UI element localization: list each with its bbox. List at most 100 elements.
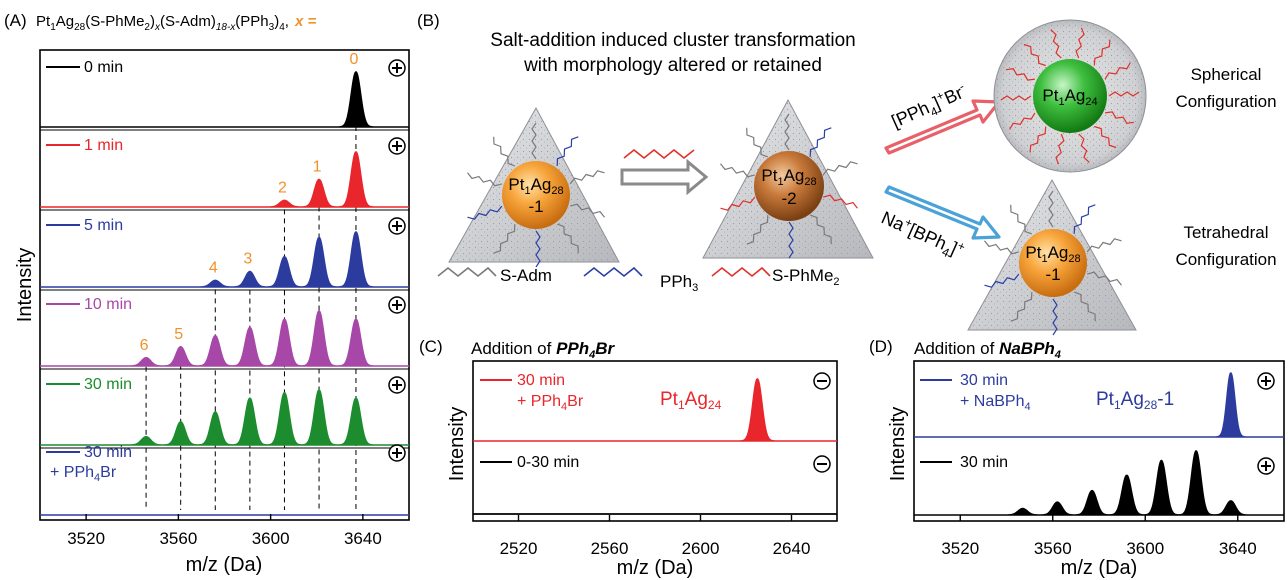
formula-part: )	[274, 13, 279, 30]
ligand-chain	[1052, 298, 1058, 336]
cluster-label-1: Pt1Ag28	[508, 175, 563, 197]
polarity-plus-icon	[388, 137, 406, 155]
ligand-chain	[822, 161, 858, 176]
ligand-chain	[1029, 126, 1047, 153]
polarity-minus-icon	[813, 455, 831, 473]
polarity-plus-icon	[1257, 372, 1275, 390]
d-title-text: Addition of	[914, 339, 999, 358]
panel-b-title-line1: Salt-addition induced cluster transforma…	[490, 30, 855, 51]
series-trace	[914, 450, 1284, 516]
sl-part: Pt	[1042, 86, 1058, 105]
panel-d-y-label: Intensity	[887, 407, 909, 481]
panel-b-title-line2: with morphology altered or retained	[523, 55, 822, 76]
ligand-chain	[1010, 204, 1033, 235]
blue-arrow	[884, 185, 1001, 240]
cl3-part: Pt	[1025, 243, 1041, 262]
c-peak-part: Pt	[660, 389, 679, 410]
d-peak-part: Pt	[1096, 389, 1115, 410]
panel-c-x-tick-label: 2640	[773, 539, 811, 558]
series-label: 30 min	[84, 444, 132, 461]
panel-d: (D) Addition of NaBPh4 3520 3560 3600 3640 …	[869, 337, 1285, 579]
ligand-chain	[788, 221, 794, 259]
sphere-core	[1033, 59, 1107, 133]
cluster-sublabel-2: -2	[781, 189, 796, 208]
cl1-part: Pt	[508, 175, 524, 194]
c-peak-part: 1	[678, 398, 685, 412]
config-top-line1: Spherical	[1191, 65, 1262, 84]
series-label: 5 min	[84, 217, 123, 234]
cluster-core-2	[754, 151, 824, 221]
ligand-chain	[1093, 39, 1111, 66]
ligand-chain	[1055, 133, 1065, 165]
panel-d-x-tick-label: 3600	[1126, 539, 1164, 558]
panel-c-x-ticks: 2520 2560 2600 2640	[500, 515, 811, 558]
ligand-chain	[570, 203, 605, 218]
c-peak-part: 24	[708, 398, 722, 412]
series-trace	[40, 389, 409, 446]
panel-d-x-ticks: 3520 3560 3600 3640	[941, 515, 1257, 558]
cluster-core-1	[502, 161, 570, 229]
cl3-part: 28	[1068, 253, 1080, 265]
legend-label-s-adm: S-Adm	[500, 266, 552, 285]
c-title-text: Addition of	[471, 339, 556, 358]
ligand-chain	[1105, 111, 1134, 124]
panel-d-x-tick-label: 3560	[1034, 539, 1072, 558]
rt-part: -	[957, 79, 966, 93]
peak-label-x: 2	[278, 179, 287, 196]
series-trace	[473, 378, 837, 442]
ligand-chain	[1050, 29, 1062, 59]
polarity-plus-icon	[388, 376, 406, 394]
ligand-shell-3	[984, 190, 1122, 336]
legend-swatch-s-adm	[437, 266, 497, 278]
cluster-tetrahedron-2: Pt1Ag28 -2	[702, 98, 874, 259]
ligand-chain	[569, 170, 605, 185]
gray-arrow	[620, 158, 709, 196]
label-part: 4	[94, 472, 100, 484]
ligand-chain	[1023, 43, 1046, 67]
config-bottom-line2: Configuration	[1175, 250, 1276, 269]
ligand-chain	[1010, 292, 1033, 322]
legend-text: S-PhMe	[772, 266, 833, 285]
legend-sub: 3	[692, 282, 698, 294]
ligand-chain	[1087, 271, 1122, 286]
ligand-chain	[984, 273, 1020, 288]
panel-b: (B) Salt-addition induced cluster transf…	[417, 11, 1277, 336]
series-label: 1 min	[84, 137, 123, 154]
formula-part: 28	[74, 22, 86, 33]
legend-sub: 2	[833, 276, 839, 288]
ligand-shell-1	[467, 122, 605, 268]
panel-a-x-tick-label: 3640	[344, 529, 382, 548]
ligand-chain	[809, 127, 832, 157]
cl3-part: Ag	[1048, 243, 1069, 262]
ligand-chain	[531, 122, 537, 160]
formula-part: 4	[279, 22, 285, 33]
spherical-cluster: Pt1Ag24	[993, 19, 1147, 173]
c-lbl: Br	[567, 393, 584, 410]
formula-part: 2	[144, 22, 150, 33]
peak-label-x: 4	[209, 259, 218, 276]
ligand-legend: S-Adm PPh3 S-PhMe2	[437, 266, 840, 294]
panel-c-trace-top-label-2: + PPh4Br	[517, 393, 584, 413]
ligand-chain	[1006, 68, 1035, 81]
ligand-chain	[493, 224, 516, 254]
cl2-part: Ag	[784, 166, 805, 185]
panel-d-trace-bottom-label: 30 min	[960, 454, 1008, 471]
panel-a-x-tick-label: 3520	[67, 529, 105, 548]
panel-c-trace-top-label-1: 30 min	[517, 372, 565, 389]
series-label: 0 min	[84, 59, 123, 76]
cl1-part: Ag	[531, 175, 552, 194]
panel-c-x-tick-label: 2520	[500, 539, 538, 558]
panel-a-x-tick-label: 3560	[159, 529, 197, 548]
d-peak-part: 28	[1144, 398, 1158, 412]
panel-a-formula: Pt1Ag28(S-PhMe2)x(S-Adm)18-x(PPh3)4, x =	[36, 13, 316, 33]
formula-part-x: x =	[294, 13, 317, 30]
sl-part: Ag	[1065, 86, 1086, 105]
series-label-line2: + PPh4Br	[50, 464, 117, 484]
series-label: 30 min	[84, 376, 132, 393]
c-peak-part: Ag	[685, 389, 708, 410]
ligand-chain	[1009, 112, 1036, 130]
panel-d-x-tick-label: 3520	[941, 539, 979, 558]
panel-c-x-tick-label: 2560	[591, 539, 629, 558]
ligand-chain	[556, 223, 579, 254]
panel-c-peak-label: Pt1Ag24	[660, 389, 722, 412]
